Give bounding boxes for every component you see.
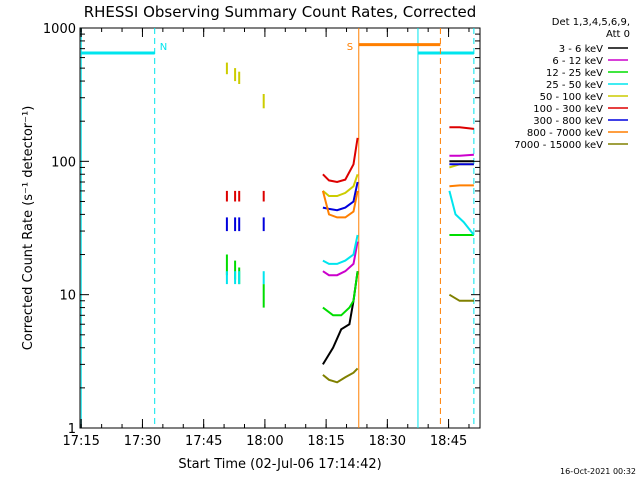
- x-tick-label: 17:30: [124, 434, 161, 449]
- legend-entry: 100 - 300 keV: [533, 104, 603, 115]
- y-tick-label: 1000: [43, 22, 76, 37]
- series-line: [322, 241, 359, 277]
- x-tick-label: 17:45: [185, 434, 222, 449]
- series-9: [322, 293, 474, 384]
- y-axis-label: Corrected Count Rate (s⁻¹ detector⁻¹): [21, 106, 36, 351]
- y-axis: 1 10 100 1000: [43, 22, 480, 437]
- marker-label-n: N: [160, 42, 167, 53]
- legend-header: Det 1,3,4,5,6,9,: [552, 17, 630, 28]
- legend-entry: 800 - 7000 keV: [527, 128, 603, 139]
- series-line: [322, 173, 359, 197]
- x-tick-label: 18:45: [430, 434, 467, 449]
- series-5: [225, 62, 474, 197]
- x-axis-label: Start Time (02-Jul-06 17:14:42): [178, 457, 381, 472]
- y-tick-label: 1: [68, 422, 76, 437]
- series-line: [449, 153, 474, 157]
- legend-entry: 3 - 6 keV: [559, 44, 603, 55]
- legend-entry: 300 - 800 keV: [533, 116, 603, 127]
- series-line: [322, 271, 359, 365]
- x-axis: 17:15 17:30 17:45 18:00 18:15 18:30 18:45: [62, 28, 470, 449]
- legend-entry: 25 - 50 keV: [546, 80, 603, 91]
- x-tick-label: 18:15: [307, 434, 344, 449]
- series-line: [449, 184, 474, 188]
- series-6: [225, 126, 475, 202]
- y-tick-label: 10: [59, 289, 76, 304]
- series-line: [321, 190, 359, 219]
- series-line: [322, 137, 359, 184]
- marker-label-s: S: [347, 42, 353, 53]
- legend-entry: 12 - 25 keV: [546, 68, 603, 79]
- series-8: [321, 184, 474, 219]
- legend-entry: 6 - 12 keV: [552, 56, 603, 67]
- series-line: [448, 293, 474, 302]
- y-tick-label: 100: [51, 155, 76, 170]
- legend-header: Att 0: [606, 29, 630, 40]
- series-line: [322, 271, 359, 317]
- x-tick-label: 18:30: [369, 434, 406, 449]
- legend-entry: 50 - 100 keV: [540, 92, 604, 103]
- plot-frame: [79, 27, 481, 429]
- x-tick-label: 17:15: [62, 434, 99, 449]
- y-axis-label-text: Corrected Count Rate (s⁻¹ detector⁻¹): [21, 106, 36, 351]
- timestamp: 16-Oct-2021 00:32: [560, 467, 636, 476]
- series-4: [225, 190, 475, 285]
- series-line: [322, 234, 359, 265]
- series-line: [448, 190, 475, 236]
- x-tick-label: 18:00: [246, 434, 283, 449]
- series-line: [322, 367, 359, 384]
- series-2: [322, 153, 474, 277]
- chart-title: RHESSI Observing Summary Count Rates, Co…: [84, 3, 477, 21]
- legend-entry: 7000 - 15000 keV: [514, 140, 603, 151]
- series-line: [449, 126, 475, 130]
